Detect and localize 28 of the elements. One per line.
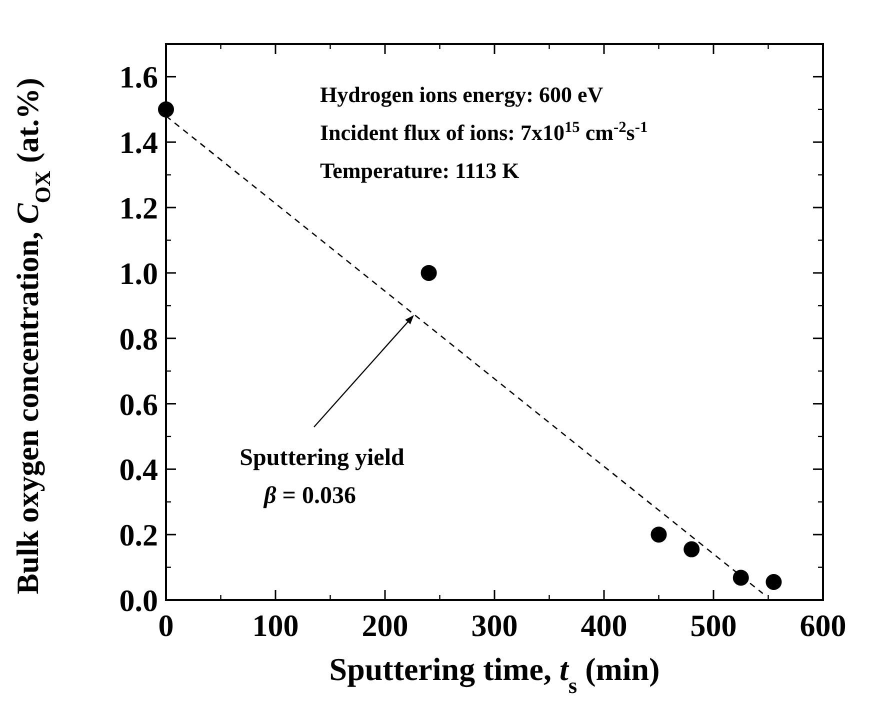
- x-tick-label: 300: [471, 608, 518, 643]
- y-tick-label: 1.0: [119, 256, 158, 291]
- point: [158, 101, 174, 118]
- y-tick-label: 0.6: [119, 386, 158, 422]
- annotation: Temperature: 1113 K: [320, 158, 520, 183]
- annotation: Hydrogen ions energy: 600 eV: [320, 82, 604, 107]
- annotation: Sputtering yield: [240, 445, 405, 471]
- point: [732, 570, 749, 586]
- y-tick-label: 1.6: [119, 60, 158, 95]
- annotation: Incident flux of ions: 7x10$^{15}$ cm$^{-2}$s$^{-1}$: [320, 118, 648, 145]
- point: [420, 264, 437, 281]
- annotation: β = 0.036: [263, 483, 356, 509]
- x-tick-label: 600: [800, 608, 846, 643]
- x-tick-label: 200: [362, 608, 408, 643]
- y-tick-label: 0.0: [119, 583, 158, 618]
- y-tick-label: 1.4: [119, 125, 158, 160]
- y-tick-label: 0.4: [119, 452, 158, 488]
- x-tick-label: 0: [158, 608, 174, 643]
- x-tick-label: 100: [252, 608, 299, 643]
- point: [684, 541, 700, 558]
- x-axis-title: Sputtering time, t$_{s}$ (min): [329, 651, 660, 698]
- y-tick-label: 1.2: [119, 190, 158, 226]
- x-tick-label: 500: [690, 608, 737, 643]
- point: [766, 574, 782, 590]
- x-tick-label: 400: [580, 608, 628, 643]
- y-tick-label: 0.2: [119, 518, 158, 553]
- point: [650, 526, 667, 543]
- y-tick-label: 0.8: [119, 321, 158, 356]
